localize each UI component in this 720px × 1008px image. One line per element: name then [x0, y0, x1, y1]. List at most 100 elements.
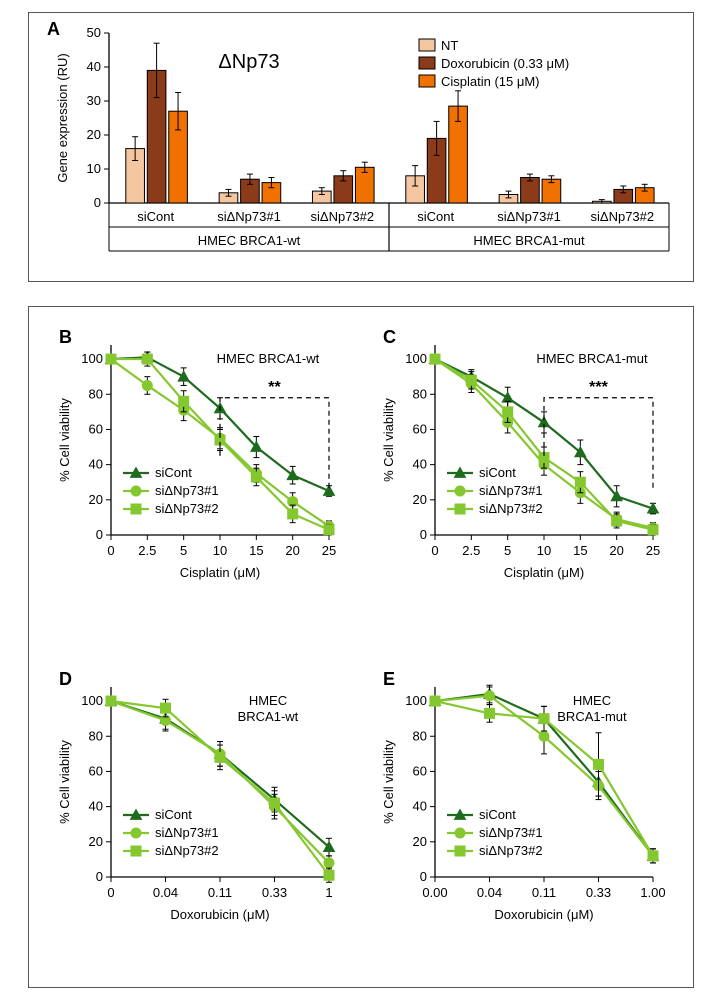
- svg-text:15: 15: [573, 543, 587, 558]
- svg-text:0: 0: [107, 543, 114, 558]
- svg-text:0.11: 0.11: [532, 885, 556, 900]
- svg-text:1: 1: [325, 885, 332, 900]
- svg-text:80: 80: [413, 728, 427, 743]
- svg-text:40: 40: [89, 457, 103, 472]
- svg-text:HMEC BRCA1-wt: HMEC BRCA1-wt: [217, 351, 320, 366]
- svg-text:siΔNp73#1: siΔNp73#1: [155, 483, 219, 498]
- svg-text:0: 0: [431, 543, 438, 558]
- svg-text:80: 80: [89, 386, 103, 401]
- svg-text:100: 100: [405, 693, 427, 708]
- svg-text:NT: NT: [441, 38, 458, 53]
- svg-text:0: 0: [107, 885, 114, 900]
- svg-text:0.33: 0.33: [586, 885, 611, 900]
- panel-bcde-box: B020406080100% Cell viability02.55101520…: [28, 306, 694, 988]
- svg-text:0.04: 0.04: [477, 885, 502, 900]
- svg-text:siΔNp73#1: siΔNp73#1: [497, 209, 561, 224]
- svg-text:siΔNp73#2: siΔNp73#2: [591, 209, 655, 224]
- svg-text:siΔNp73#2: siΔNp73#2: [479, 843, 543, 858]
- panel-bcde-charts: B020406080100% Cell viability02.55101520…: [29, 307, 693, 987]
- svg-text:siΔNp73#1: siΔNp73#1: [217, 209, 281, 224]
- svg-text:siΔNp73#2: siΔNp73#2: [155, 843, 219, 858]
- svg-text:0: 0: [96, 869, 103, 884]
- svg-text:25: 25: [646, 543, 660, 558]
- svg-text:Gene expression (RU): Gene expression (RU): [55, 53, 70, 182]
- svg-text:HMEC BRCA1-wt: HMEC BRCA1-wt: [198, 233, 301, 248]
- svg-text:10: 10: [213, 543, 227, 558]
- svg-text:***: ***: [589, 379, 608, 396]
- svg-text:siCont: siCont: [155, 465, 192, 480]
- svg-text:Cisplatin (μM): Cisplatin (μM): [180, 565, 260, 580]
- svg-text:15: 15: [249, 543, 263, 558]
- svg-text:50: 50: [87, 25, 101, 40]
- svg-text:B: B: [59, 327, 72, 347]
- svg-text:20: 20: [609, 543, 623, 558]
- svg-text:siCont: siCont: [155, 807, 192, 822]
- svg-text:Doxorubicin (0.33 μM): Doxorubicin (0.33 μM): [441, 56, 569, 71]
- svg-text:BRCA1-wt: BRCA1-wt: [238, 709, 299, 724]
- svg-text:0.04: 0.04: [153, 885, 178, 900]
- svg-text:40: 40: [87, 59, 101, 74]
- svg-text:siΔNp73#2: siΔNp73#2: [311, 209, 375, 224]
- panel-a-label: A: [47, 19, 60, 40]
- svg-text:30: 30: [87, 93, 101, 108]
- svg-text:% Cell viability: % Cell viability: [57, 740, 72, 824]
- svg-text:siCont: siCont: [137, 209, 174, 224]
- svg-text:0: 0: [420, 869, 427, 884]
- svg-text:20: 20: [413, 834, 427, 849]
- panel-a-chart: 0 10 20 30 40 50 Gene expression (RU) siCont siΔ…: [29, 13, 693, 281]
- svg-text:80: 80: [89, 728, 103, 743]
- svg-text:5: 5: [504, 543, 511, 558]
- figure-root: A 01020304050Gene expression (RU)siConts…: [0, 0, 720, 1008]
- svg-text:BRCA1-mut: BRCA1-mut: [557, 709, 627, 724]
- svg-text:HMEC BRCA1-mut: HMEC BRCA1-mut: [473, 233, 585, 248]
- svg-text:25: 25: [322, 543, 336, 558]
- svg-text:100: 100: [405, 351, 427, 366]
- svg-text:2.5: 2.5: [138, 543, 156, 558]
- svg-text:100: 100: [81, 351, 103, 366]
- svg-text:20: 20: [87, 127, 101, 142]
- svg-text:E: E: [383, 669, 395, 689]
- svg-text:60: 60: [89, 421, 103, 436]
- svg-text:siCont: siCont: [479, 465, 516, 480]
- svg-text:siCont: siCont: [417, 209, 454, 224]
- svg-text:Doxorubicin (μM): Doxorubicin (μM): [170, 907, 269, 922]
- svg-text:20: 20: [89, 834, 103, 849]
- svg-text:60: 60: [413, 421, 427, 436]
- svg-text:0.11: 0.11: [208, 885, 232, 900]
- svg-text:siΔNp73#1: siΔNp73#1: [155, 825, 219, 840]
- svg-text:Cisplatin (15 μM): Cisplatin (15 μM): [441, 74, 540, 89]
- svg-text:100: 100: [81, 693, 103, 708]
- svg-text:**: **: [268, 379, 281, 396]
- svg-text:HMEC: HMEC: [249, 693, 287, 708]
- svg-text:siΔNp73#2: siΔNp73#2: [155, 501, 219, 516]
- svg-text:Cisplatin (μM): Cisplatin (μM): [504, 565, 584, 580]
- svg-text:0: 0: [96, 527, 103, 542]
- svg-text:siCont: siCont: [479, 807, 516, 822]
- svg-text:ΔNp73: ΔNp73: [218, 51, 279, 73]
- svg-text:% Cell viability: % Cell viability: [381, 740, 396, 824]
- svg-text:0.00: 0.00: [422, 885, 447, 900]
- svg-text:40: 40: [89, 799, 103, 814]
- svg-text:% Cell viability: % Cell viability: [57, 398, 72, 482]
- svg-text:40: 40: [413, 457, 427, 472]
- svg-text:0.33: 0.33: [262, 885, 287, 900]
- svg-text:10: 10: [537, 543, 551, 558]
- svg-text:D: D: [59, 669, 72, 689]
- svg-text:40: 40: [413, 799, 427, 814]
- svg-text:20: 20: [89, 492, 103, 507]
- svg-text:C: C: [383, 327, 396, 347]
- svg-text:siΔNp73#2: siΔNp73#2: [479, 501, 543, 516]
- svg-text:60: 60: [413, 763, 427, 778]
- svg-text:5: 5: [180, 543, 187, 558]
- svg-text:20: 20: [413, 492, 427, 507]
- svg-text:10: 10: [87, 161, 101, 176]
- svg-text:HMEC: HMEC: [573, 693, 611, 708]
- svg-text:0: 0: [420, 527, 427, 542]
- svg-text:60: 60: [89, 763, 103, 778]
- svg-text:HMEC BRCA1-mut: HMEC BRCA1-mut: [536, 351, 648, 366]
- svg-text:% Cell viability: % Cell viability: [381, 398, 396, 482]
- svg-text:0: 0: [94, 195, 101, 210]
- svg-text:1.00: 1.00: [640, 885, 665, 900]
- svg-text:Doxorubicin (μM): Doxorubicin (μM): [494, 907, 593, 922]
- svg-text:80: 80: [413, 386, 427, 401]
